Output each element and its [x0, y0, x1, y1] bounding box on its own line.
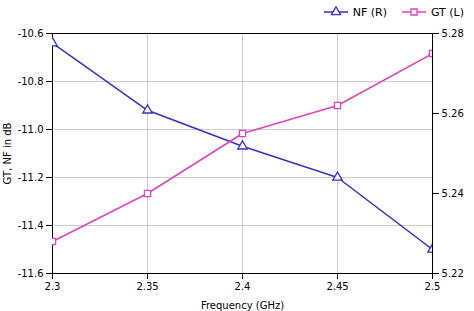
svg-text:2.35: 2.35 — [136, 281, 158, 292]
svg-text:-11.2: -11.2 — [18, 172, 44, 183]
svg-text:5.22: 5.22 — [442, 268, 464, 279]
svg-text:-11.4: -11.4 — [18, 220, 44, 231]
svg-text:5.28: 5.28 — [442, 28, 464, 39]
html-text:NF (R): NF (R) — [352, 5, 387, 19]
html-text:GT (L): GT (L) — [430, 5, 464, 19]
svg-text:-11.6: -11.6 — [18, 268, 44, 279]
svg-text:2.45: 2.45 — [326, 281, 348, 292]
svg-text:-11.0: -11.0 — [18, 124, 44, 135]
svg-text:-10.6: -10.6 — [18, 28, 44, 39]
svg-text:-10.8: -10.8 — [18, 76, 44, 87]
svg-text:5.26: 5.26 — [442, 108, 464, 119]
svg-text:2.5: 2.5 — [425, 281, 441, 292]
svg-text:2.4: 2.4 — [235, 281, 251, 292]
svg-text:GT, NF in dB: GT, NF in dB — [2, 122, 13, 184]
svg-text:2.3: 2.3 — [45, 281, 61, 292]
svg-text:Frequency (GHz): Frequency (GHz) — [201, 300, 284, 311]
svg-text:5.24: 5.24 — [442, 188, 464, 199]
